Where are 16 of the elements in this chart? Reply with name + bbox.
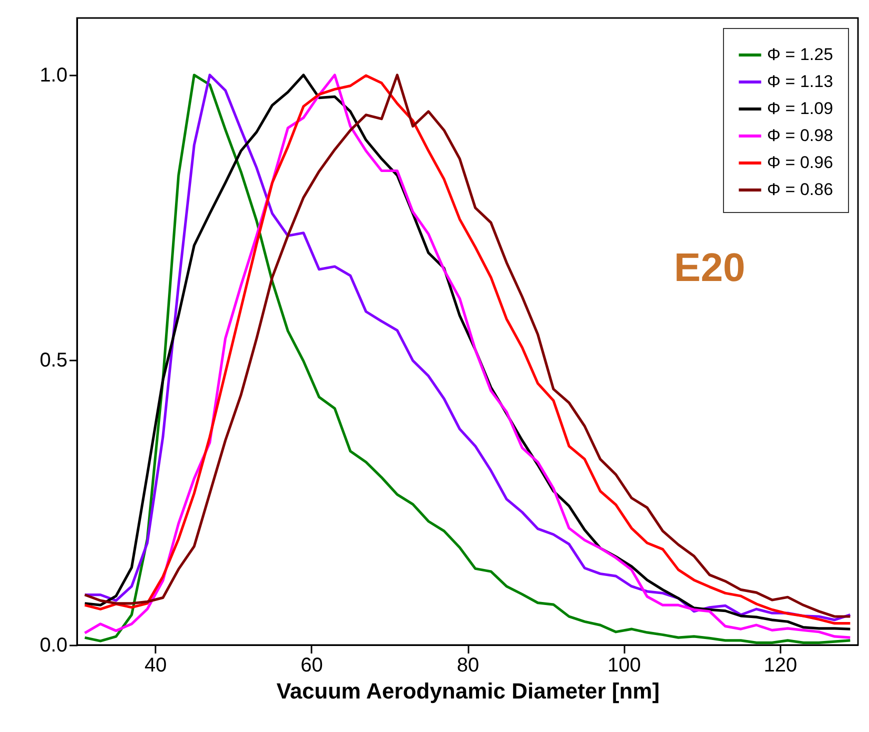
legend-label: Φ = 0.98 bbox=[767, 126, 834, 145]
y-tick-label: 0.0 bbox=[40, 634, 68, 656]
legend-label: Φ = 1.13 bbox=[767, 72, 834, 91]
x-axis-title: Vacuum Aerodynamic Diameter [nm] bbox=[276, 678, 660, 704]
x-tick-label: 80 bbox=[456, 654, 480, 676]
legend-label: Φ = 0.86 bbox=[767, 180, 834, 199]
x-tick-label: 40 bbox=[144, 654, 167, 676]
x-tick-label: 100 bbox=[608, 654, 641, 676]
legend-label: Φ = 1.09 bbox=[767, 99, 834, 118]
legend-label: Φ = 1.25 bbox=[767, 45, 834, 64]
x-tick-label: 120 bbox=[764, 654, 798, 676]
y-tick-label: 1.0 bbox=[40, 64, 68, 86]
x-tick-label: 60 bbox=[300, 654, 323, 676]
annotation: E20 bbox=[674, 246, 746, 290]
legend-label: Φ = 0.96 bbox=[767, 153, 834, 172]
y-tick-label: 0.5 bbox=[40, 350, 68, 372]
